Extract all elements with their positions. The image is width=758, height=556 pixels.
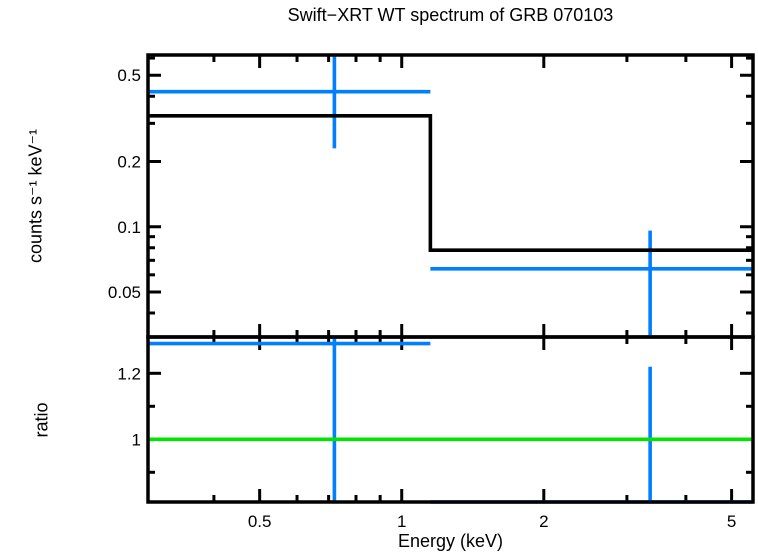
chart-title: Swift−XRT WT spectrum of GRB 070103: [287, 5, 614, 25]
y-tick-label-counts: 0.2: [117, 153, 141, 172]
y-tick-label-counts: 0.5: [117, 66, 141, 85]
x-tick-label: 2: [539, 512, 548, 531]
tick-labels: 0.5 1 2 5 0.5 0.2 0.1 0.05 1.2 1: [108, 66, 736, 531]
x-tick-label: 5: [727, 512, 736, 531]
y-tick-label-ratio: 1.2: [117, 364, 141, 383]
spectrum-data-points: [148, 55, 753, 337]
x-tick-label: 0.5: [248, 512, 272, 531]
panel-frames: [146, 53, 755, 504]
model-step-line: [148, 114, 753, 252]
y-tick-label-counts: 0.05: [108, 283, 141, 302]
x-axis-label: Energy (keV): [397, 531, 504, 551]
y-tick-label-ratio: 1: [132, 430, 141, 449]
x-tick-label: 1: [397, 512, 406, 531]
y-tick-label-counts: 0.1: [117, 218, 141, 237]
ratio-data-points: [148, 337, 753, 504]
axis-ticks: [148, 55, 753, 502]
